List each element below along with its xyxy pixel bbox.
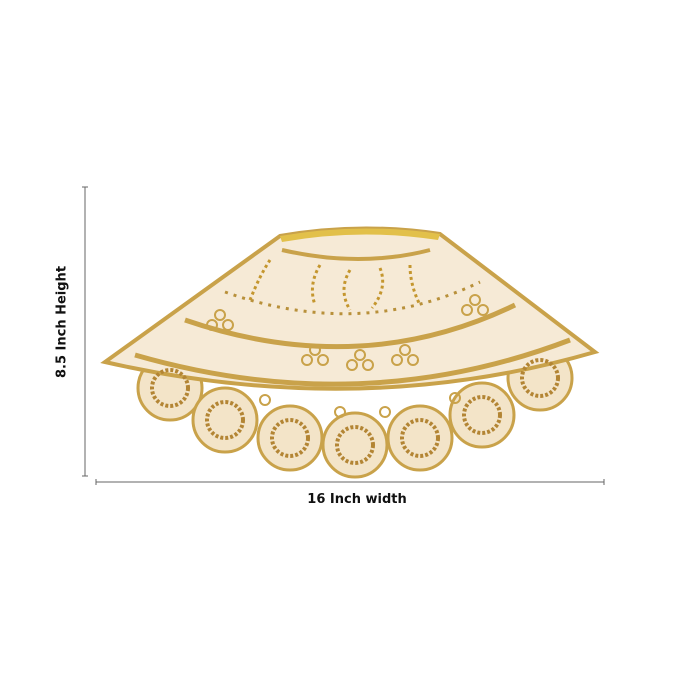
width-label: 16 Inch width <box>307 492 407 507</box>
embroidered-cape <box>100 226 600 479</box>
height-dimension-line <box>82 186 88 477</box>
width-dimension-line <box>95 479 605 485</box>
height-label: 8.5 Inch Height <box>54 265 70 379</box>
